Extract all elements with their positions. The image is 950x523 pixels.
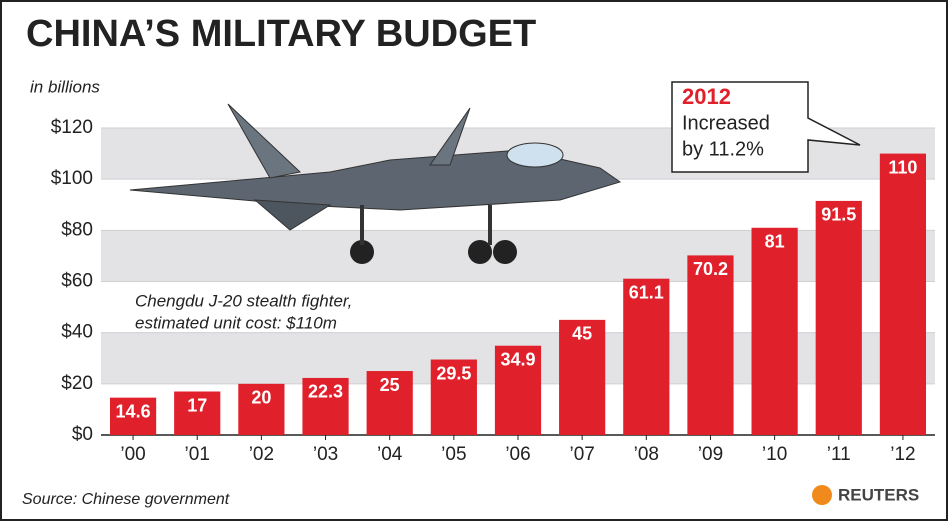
x-tick-label: ’02 [249, 444, 274, 465]
bar [751, 227, 798, 435]
bar [494, 345, 542, 435]
x-tick-label: ’07 [569, 444, 594, 465]
source: Source: Chinese government [22, 491, 230, 508]
value-label: 14.6 [116, 401, 151, 421]
y-tick-label: $80 [61, 219, 93, 240]
bar [559, 319, 606, 435]
value-label: 70.2 [693, 259, 728, 279]
subtitle: in billions [30, 77, 100, 96]
logo-mark [812, 485, 832, 505]
value-label: 25 [380, 375, 400, 395]
bar [366, 371, 413, 435]
x-tick-label: ’00 [120, 444, 145, 465]
x-tick-label: ’01 [185, 444, 210, 465]
y-tick-label: $20 [61, 373, 93, 394]
callout-title: 2012 [682, 84, 731, 109]
x-tick-label: ’03 [313, 444, 338, 465]
grid-band [101, 230, 935, 282]
x-tick-label: ’11 [827, 444, 851, 465]
bar [302, 377, 349, 435]
value-label: 17 [187, 395, 207, 415]
x-tick-label: ’10 [762, 444, 787, 465]
callout-text: by 11.2% [682, 138, 764, 160]
value-label: 110 [888, 157, 917, 177]
jet [129, 103, 622, 264]
x-tick-label: ’08 [634, 444, 659, 465]
x-tick-label: ’04 [377, 444, 403, 465]
bar [815, 200, 862, 435]
bar [879, 153, 927, 436]
y-tick-label: $0 [72, 424, 93, 445]
bar [109, 397, 157, 435]
value-label: 34.9 [500, 349, 535, 369]
chart-title: CHINA’S MILITARY BUDGET [26, 13, 536, 55]
x-tick-label: ’05 [441, 444, 466, 465]
value-label: 22.3 [308, 382, 343, 402]
y-tick-label: $40 [61, 322, 93, 343]
y-tick-label: $120 [51, 117, 93, 138]
value-label: 81 [765, 232, 785, 252]
bar [430, 359, 477, 435]
logo-text: REUTERS [838, 485, 919, 504]
bar [623, 278, 670, 435]
value-label: 45 [572, 324, 592, 344]
caption-line: estimated unit cost: $110m [135, 313, 337, 332]
x-tick-label: ’06 [505, 444, 530, 465]
bar [174, 391, 221, 435]
bar [238, 383, 285, 435]
value-label: 20 [251, 388, 271, 408]
bar [687, 255, 734, 435]
value-label: 29.5 [436, 363, 471, 383]
caption-line: Chengdu J-20 stealth fighter, [135, 291, 352, 310]
value-label: 61.1 [629, 282, 664, 302]
x-tick-label: ’09 [698, 444, 723, 465]
x-tick-label: ’12 [890, 444, 915, 465]
value-label: 91.5 [821, 205, 856, 225]
callout-box [671, 81, 861, 173]
callout-text: Increased [682, 112, 770, 134]
y-tick-label: $100 [51, 168, 93, 189]
y-tick-label: $60 [61, 271, 93, 292]
